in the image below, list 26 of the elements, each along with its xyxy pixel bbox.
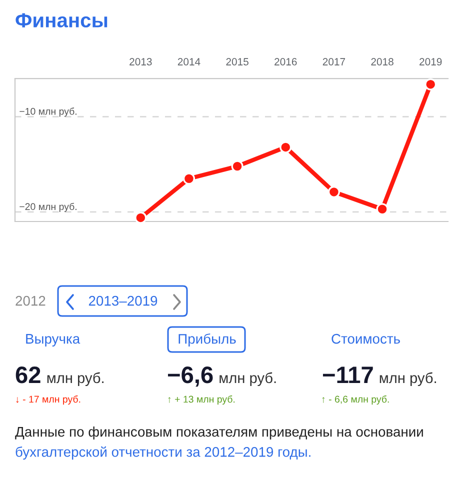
text: 2012 [16, 296, 46, 306]
x-tick-label: 2015 [226, 58, 248, 66]
text: бухгалтерской отчетности за 2012–2019 годы. [16, 446, 310, 460]
y-tick-label: −20 млн руб. [20, 202, 76, 212]
x-tick-label: 2017 [322, 58, 346, 66]
x-tick-label: 2018 [371, 58, 394, 66]
text: млн руб. [380, 372, 436, 386]
text: 62 [16, 366, 40, 384]
text: млн руб. [220, 372, 276, 386]
text: Данные по финансовым показателям приведены на основании [15, 426, 423, 440]
x-tick-label: 2014 [178, 58, 200, 66]
text: Прибыль [178, 333, 236, 347]
text: млн руб. [47, 372, 104, 386]
chart-title: Финансы [16, 13, 108, 28]
x-tick-label: 2019 [420, 58, 442, 66]
text: 2013–2019 [88, 296, 158, 306]
text: ↓ - 17 млн руб. [16, 395, 80, 405]
text: Выручка [26, 334, 80, 346]
text: Стоимость [332, 334, 400, 344]
text: ↑ - 6,6 млн руб. [322, 395, 389, 405]
text: −117 [322, 366, 373, 383]
text: −6,6 [168, 366, 213, 387]
x-tick-label: 2013 [130, 58, 152, 66]
text: ↑ + 13 млн руб. [168, 395, 235, 405]
y-tick-label: −10 млн руб. [20, 108, 76, 117]
x-tick-label: 2016 [274, 58, 297, 66]
